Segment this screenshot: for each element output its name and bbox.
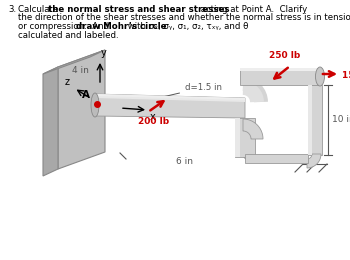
Polygon shape (308, 85, 322, 155)
Text: Calculate: Calculate (18, 5, 61, 14)
Text: 4 in: 4 in (71, 66, 89, 75)
Text: calculated and labeled.: calculated and labeled. (18, 30, 119, 40)
Text: acting at Point A.  Clarify: acting at Point A. Clarify (198, 5, 307, 14)
Text: z: z (65, 77, 70, 87)
Polygon shape (95, 94, 245, 100)
Polygon shape (235, 118, 255, 157)
Text: 3.: 3. (8, 5, 16, 14)
Polygon shape (308, 85, 312, 155)
Text: 10 in: 10 in (332, 115, 350, 125)
Text: 6 in: 6 in (176, 157, 194, 166)
Polygon shape (43, 67, 58, 176)
Text: A: A (82, 90, 90, 100)
Text: or compression.  And: or compression. And (18, 22, 112, 31)
Polygon shape (245, 154, 308, 163)
Text: draw Mohr’s circle: draw Mohr’s circle (76, 22, 167, 31)
Polygon shape (58, 50, 105, 169)
Polygon shape (240, 68, 320, 71)
Polygon shape (43, 50, 105, 74)
Text: 200 lb: 200 lb (138, 117, 169, 126)
Polygon shape (95, 94, 245, 118)
Polygon shape (307, 154, 321, 168)
Ellipse shape (91, 93, 99, 117)
Polygon shape (240, 68, 320, 85)
Polygon shape (95, 94, 245, 102)
Text: d=1.5 in: d=1.5 in (161, 83, 222, 98)
Text: the normal stress and shear stresses: the normal stress and shear stresses (48, 5, 230, 14)
Text: 150 lb: 150 lb (342, 70, 350, 80)
Polygon shape (243, 119, 263, 139)
Ellipse shape (315, 67, 324, 86)
Polygon shape (235, 118, 240, 157)
Text: the direction of the shear stresses and whether the normal stress is in tension: the direction of the shear stresses and … (18, 14, 350, 23)
Text: with σₓ, σᵧ, σ₁, σ₂, τₓᵧ, and θ: with σₓ, σᵧ, σ₁, σ₂, τₓᵧ, and θ (125, 22, 248, 31)
Text: x: x (150, 112, 156, 122)
Text: y: y (101, 48, 107, 58)
Text: 250 lb: 250 lb (270, 51, 301, 60)
